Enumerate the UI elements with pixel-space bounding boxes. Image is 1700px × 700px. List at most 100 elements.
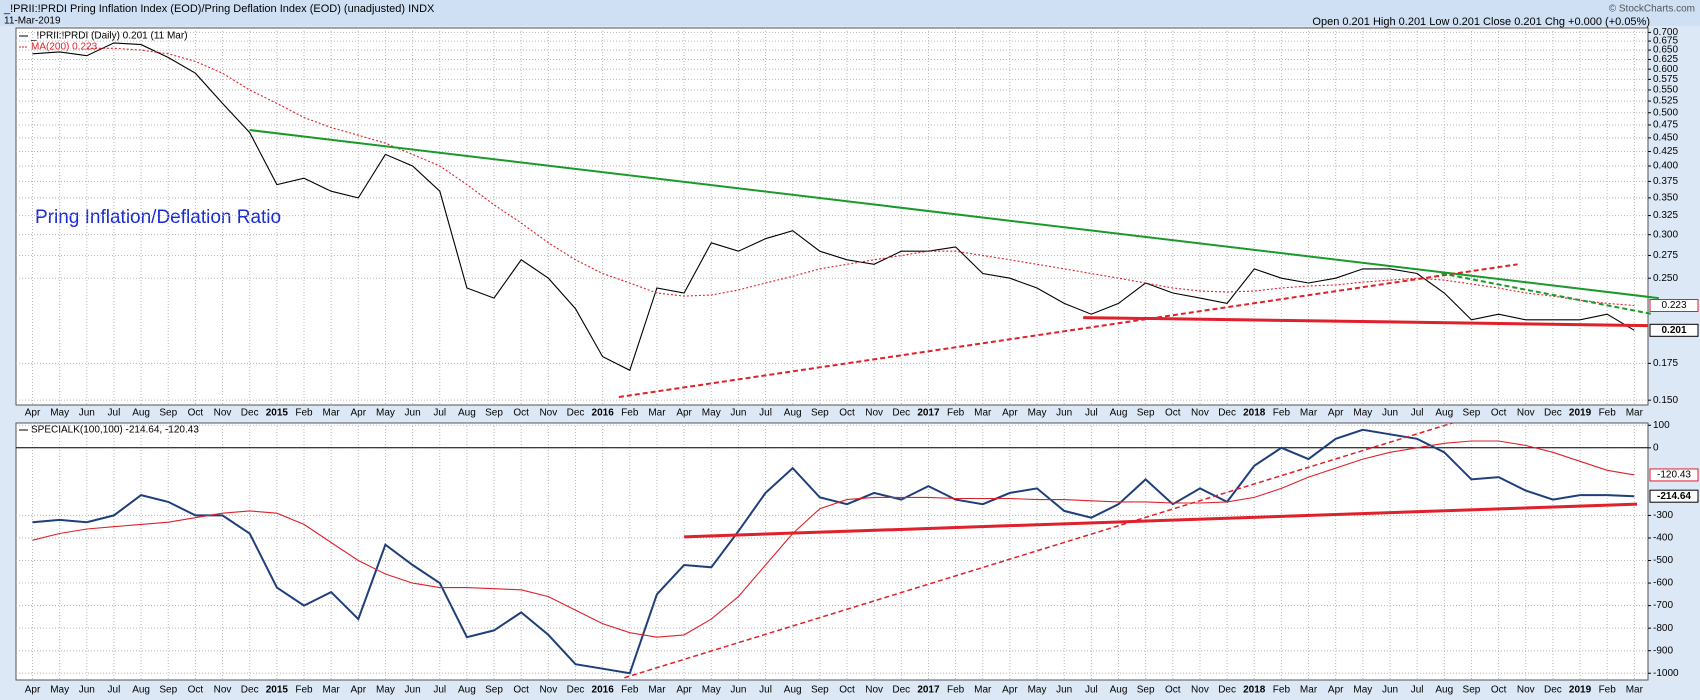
x-tick-label: Feb <box>947 685 965 696</box>
x-tick-label: Nov <box>1191 685 1209 696</box>
x-tick-label: Aug <box>1435 685 1453 696</box>
indicator-panel <box>15 422 1649 681</box>
x-tick-label: Mar <box>1626 408 1644 419</box>
value-label: -214.64 <box>1657 491 1691 502</box>
x-tick-label: Jun <box>730 685 746 696</box>
x-tick-label: Jul <box>433 685 446 696</box>
x-tick-label: Mar <box>323 685 341 696</box>
x-tick-label: Aug <box>458 685 476 696</box>
y-tick-label: 0.625 <box>1653 54 1678 65</box>
series-line <box>32 42 1635 372</box>
y-tick-label: -800 <box>1653 623 1673 634</box>
x-tick-label: Aug <box>1110 408 1128 419</box>
x-tick-label: Aug <box>132 685 150 696</box>
x-tick-label: Oct <box>1165 408 1181 419</box>
y-tick-label: 0.450 <box>1653 133 1678 144</box>
x-tick-label: Jul <box>1411 685 1424 696</box>
trendline <box>249 129 1659 300</box>
value-box <box>1649 323 1699 337</box>
y-tick-label: 0.275 <box>1653 250 1678 261</box>
x-tick-label: May <box>702 685 721 696</box>
x-tick-label: Oct <box>513 685 529 696</box>
trendline <box>684 502 1638 539</box>
series-line <box>32 440 1635 638</box>
x-tick-label: Mar <box>974 408 992 419</box>
x-tick-label: Dec <box>1544 408 1562 419</box>
x-tick-label: Feb <box>1273 408 1291 419</box>
legend-label: SPECIALK(100,100) -214.64, -120.43 <box>31 425 199 436</box>
y-tick-label: 0.325 <box>1653 210 1678 221</box>
x-tick-label: May <box>702 408 721 419</box>
trendline <box>1441 272 1654 316</box>
y-tick-label: 0.700 <box>1653 27 1678 38</box>
x-tick-label: Jul <box>1085 408 1098 419</box>
x-tick-label: Nov <box>539 685 557 696</box>
x-tick-label: Feb <box>947 408 965 419</box>
x-tick-label: Apr <box>1328 685 1344 696</box>
x-tick-label: May <box>1028 408 1047 419</box>
x-tick-label: 2017 <box>917 685 940 696</box>
copyright: © StockCharts.com <box>1609 4 1695 15</box>
trendline <box>1083 316 1648 328</box>
x-tick-label: Oct <box>1491 408 1507 419</box>
y-tick-label: 0.550 <box>1653 85 1678 96</box>
y-tick-label: -400 <box>1653 533 1673 544</box>
x-tick-label: 2015 <box>266 685 289 696</box>
price-panel <box>15 27 1649 406</box>
x-tick-label: Dec <box>892 408 910 419</box>
x-tick-label: Feb <box>295 685 313 696</box>
x-tick-label: Dec <box>241 685 259 696</box>
x-tick-label: Jul <box>1411 408 1424 419</box>
y-tick-label: 0.150 <box>1653 395 1678 406</box>
x-tick-label: Feb <box>295 408 313 419</box>
x-tick-label: Sep <box>1463 408 1481 419</box>
x-tick-label: Sep <box>159 408 177 419</box>
x-tick-label: Oct <box>1165 685 1181 696</box>
x-tick-label: Jun <box>405 685 421 696</box>
x-tick-label: Feb <box>621 685 639 696</box>
chart-title: _!PRII:!PRDI Pring Inflation Index (EOD)… <box>3 3 435 15</box>
x-tick-label: Apr <box>676 685 692 696</box>
value-label: -120.43 <box>1657 470 1691 481</box>
x-tick-label: Mar <box>1626 685 1644 696</box>
x-tick-label: Mar <box>323 408 341 419</box>
header-bar <box>0 0 1700 26</box>
x-tick-label: May <box>1028 685 1047 696</box>
x-tick-label: 2016 <box>592 685 615 696</box>
value-box <box>1649 468 1699 482</box>
x-tick-label: Dec <box>1218 408 1236 419</box>
value-box <box>1649 489 1699 503</box>
x-tick-label: Nov <box>1191 408 1209 419</box>
x-tick-label: May <box>50 685 69 696</box>
x-tick-label: Sep <box>485 685 503 696</box>
x-tick-label: Apr <box>351 408 367 419</box>
x-tick-label: Oct <box>839 685 855 696</box>
x-tick-label: Oct <box>188 408 204 419</box>
y-tick-label: 0.400 <box>1653 161 1678 172</box>
y-tick-label: 0.350 <box>1653 193 1678 204</box>
y-tick-label: 0.300 <box>1653 229 1678 240</box>
x-tick-label: Dec <box>892 685 910 696</box>
x-tick-label: Sep <box>1137 408 1155 419</box>
x-tick-label: Aug <box>132 408 150 419</box>
x-tick-label: Apr <box>25 408 41 419</box>
x-tick-label: Jun <box>1056 685 1072 696</box>
x-tick-label: Sep <box>811 408 829 419</box>
x-tick-label: Mar <box>1300 408 1318 419</box>
x-tick-label: 2019 <box>1569 408 1592 419</box>
x-tick-label: Apr <box>351 685 367 696</box>
x-tick-label: Oct <box>188 685 204 696</box>
y-tick-label: -300 <box>1653 510 1673 521</box>
x-tick-label: Nov <box>214 685 232 696</box>
x-tick-label: Aug <box>1435 408 1453 419</box>
x-tick-label: May <box>50 408 69 419</box>
y-tick-label: 0.525 <box>1653 96 1678 107</box>
y-tick-label: 0.425 <box>1653 146 1678 157</box>
x-tick-label: Dec <box>567 408 585 419</box>
x-tick-label: Jun <box>1382 685 1398 696</box>
x-tick-label: 2015 <box>266 408 289 419</box>
x-tick-label: 2019 <box>1569 685 1592 696</box>
quote: Open 0.201 High 0.201 Low 0.201 Close 0.… <box>1312 16 1650 28</box>
x-tick-label: Jul <box>759 408 772 419</box>
